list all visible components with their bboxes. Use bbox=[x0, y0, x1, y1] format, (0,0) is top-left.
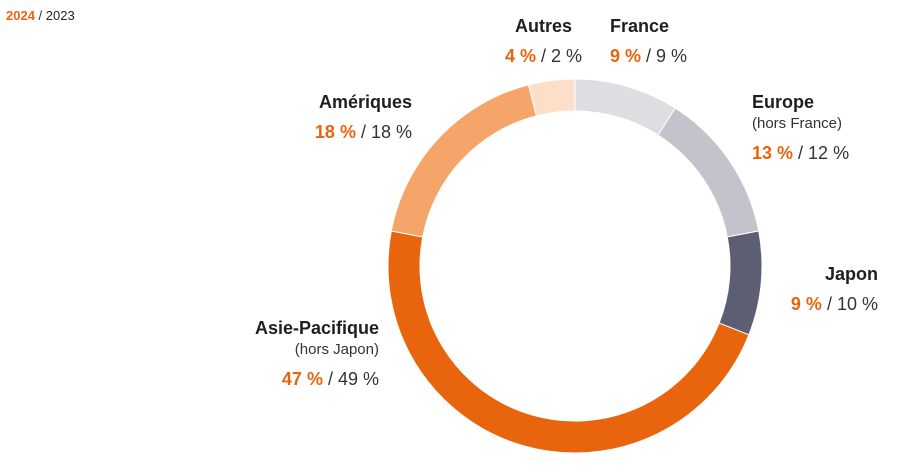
slice-name: Asie-Pacifique bbox=[254, 318, 379, 338]
legend-separator: / bbox=[34, 8, 46, 23]
value-2023: 9 % bbox=[656, 46, 688, 67]
label-france: France 9 % / 9 % bbox=[610, 14, 687, 69]
donut-slice-europe bbox=[657, 107, 760, 238]
legend-current-year: 2024 bbox=[6, 8, 35, 23]
label-autres: Autres 4 % / 2 % bbox=[505, 14, 582, 69]
slice-values: 9 % / 10 % bbox=[790, 294, 878, 315]
slice-subtitle: (hors France) bbox=[752, 115, 843, 133]
label-japon: Japon 9 % / 10 % bbox=[791, 262, 878, 317]
legend: 2024 / 2023 bbox=[6, 8, 75, 23]
slice-name: Amériques bbox=[318, 92, 412, 112]
value-2023: 18 % bbox=[370, 122, 412, 143]
value-2024: 4 % bbox=[505, 46, 537, 67]
slice-name: Europe bbox=[752, 92, 815, 112]
slice-subtitle: (hors Japon) bbox=[294, 341, 379, 359]
value-2024: 9 % bbox=[610, 46, 642, 67]
label-ameriques: Amériques 18 % / 18 % bbox=[315, 90, 412, 145]
legend-previous-year: 2023 bbox=[45, 8, 75, 23]
slice-name: France bbox=[610, 16, 670, 36]
donut-slice-japon bbox=[718, 230, 763, 336]
value-2023: 49 % bbox=[337, 368, 379, 389]
slice-values: 9 % / 9 % bbox=[610, 46, 688, 67]
value-2024: 18 % bbox=[314, 122, 356, 143]
slice-name: Japon bbox=[824, 264, 878, 284]
label-asie-pacifique: Asie-Pacifique (hors Japon) 47 % / 49 % bbox=[255, 316, 379, 391]
slice-values: 13 % / 12 % bbox=[752, 142, 850, 163]
value-2023: 12 % bbox=[808, 142, 850, 163]
value-2023: 2 % bbox=[551, 46, 583, 67]
label-europe: Europe (hors France) 13 % / 12 % bbox=[752, 90, 849, 165]
value-2023: 10 % bbox=[836, 294, 878, 315]
value-2024: 47 % bbox=[281, 368, 323, 389]
donut-slice-asie-pacifique bbox=[387, 230, 750, 454]
value-2024: 13 % bbox=[752, 142, 794, 163]
slice-name: Autres bbox=[515, 16, 573, 36]
slice-values: 47 % / 49 % bbox=[281, 368, 379, 389]
slice-values: 18 % / 18 % bbox=[314, 122, 412, 143]
value-2024: 9 % bbox=[790, 294, 822, 315]
slice-values: 4 % / 2 % bbox=[505, 46, 583, 67]
donut-slice-am-riques bbox=[390, 84, 538, 238]
donut-slice-france bbox=[574, 78, 676, 136]
donut-slice-autres bbox=[527, 78, 576, 117]
